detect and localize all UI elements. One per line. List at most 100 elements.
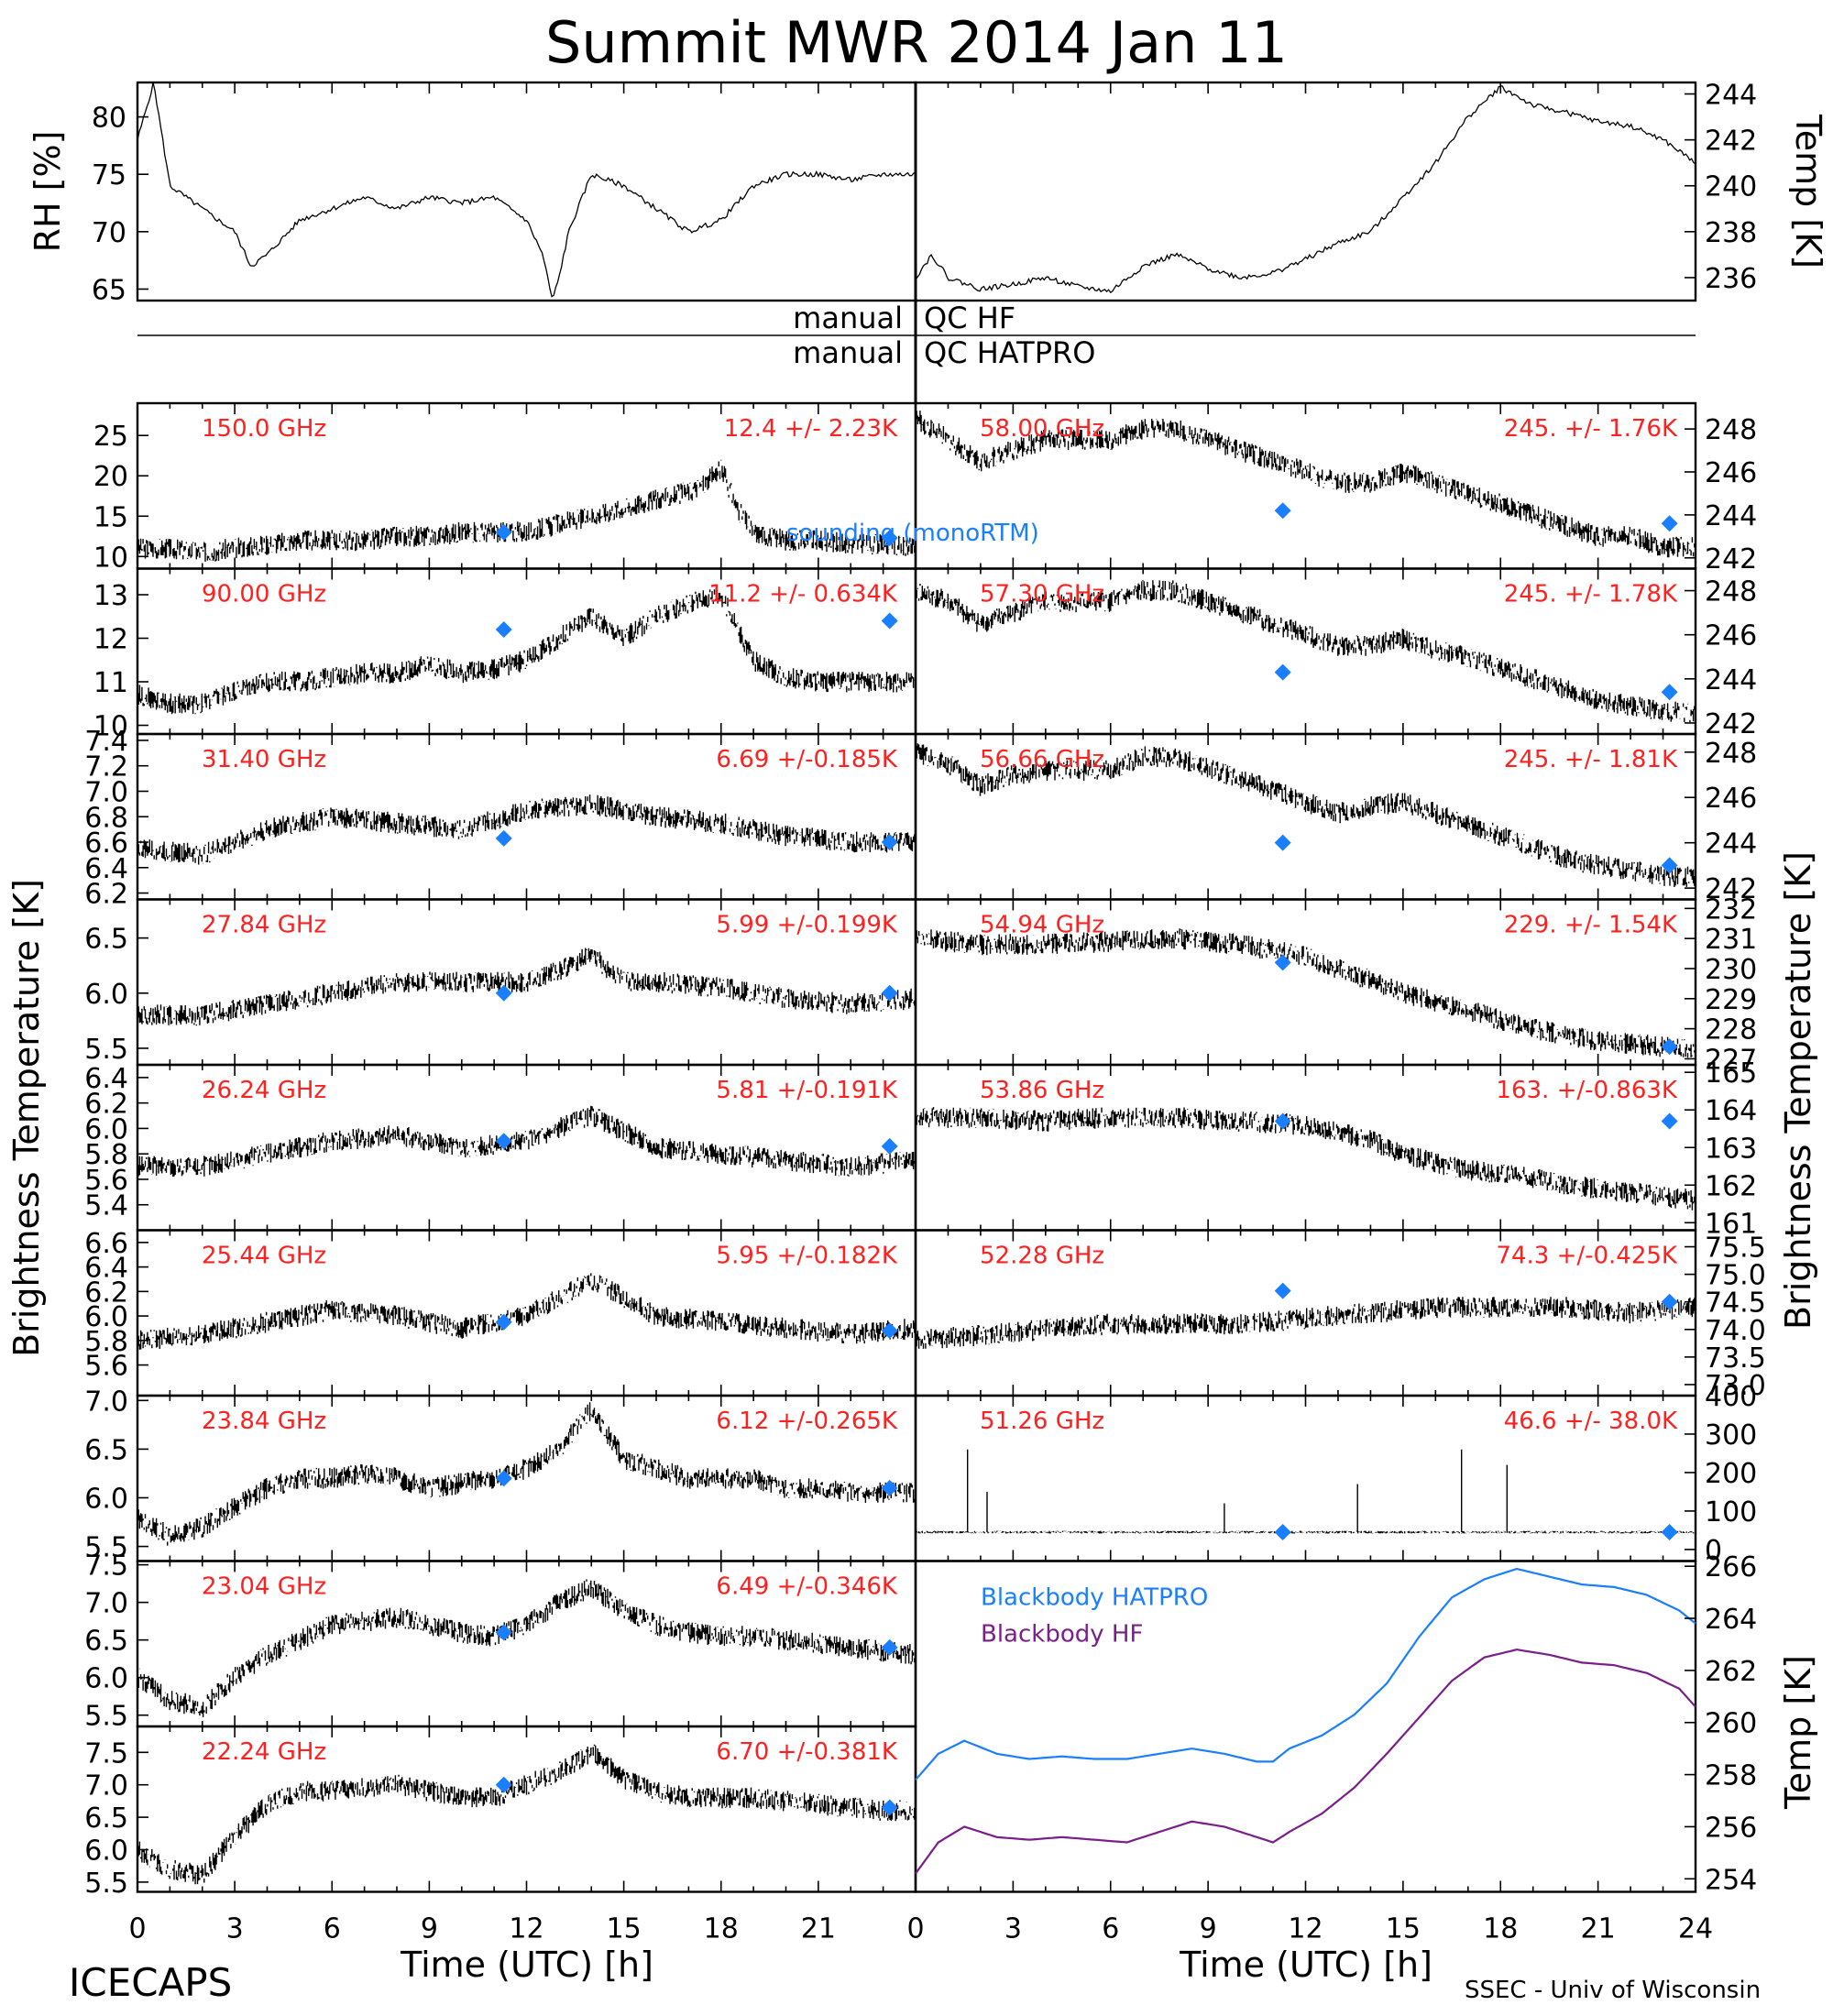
channel-stat-label: 6.70 +/-0.381K [716,1738,898,1766]
y-tick-label: 260 [1705,1708,1757,1740]
y-tick-label: 230 [1705,954,1757,986]
rh-series-line [137,82,916,298]
sounding-marker [1661,1293,1678,1310]
y-tick-label: 200 [1705,1458,1757,1490]
sounding-marker [1661,684,1678,701]
y-tick-label: 242 [1705,708,1757,740]
y-tick-label: 12 [93,624,128,656]
right-panel-56.66: 56.66 GHz 245. +/- 1.81K 242 244 246 248 [914,732,1757,905]
sounding-marker [495,829,512,847]
y-tick-label: 10 [93,711,128,743]
y-tick-label: 75.5 [1705,1233,1766,1265]
channel-frequency-label: 23.84 GHz [202,1408,326,1435]
channel-frequency-label: 90.00 GHz [202,581,326,608]
y-tick-label: 6.2 [84,1089,128,1121]
y-tick-label: 5.5 [84,1034,128,1066]
sounding-marker [881,1479,898,1496]
channel-stat-label: 6.12 +/-0.265K [716,1408,898,1435]
y-tick-label: 229 [1705,984,1757,1016]
y-tick-label: 5.8 [84,1326,128,1358]
sounding-marker [881,834,898,851]
data-series [915,1297,1696,1349]
channel-stat-label: 6.49 +/-0.346K [716,1573,898,1601]
x-tick-label: 6 [324,1913,341,1945]
x-tick-label: 0 [128,1913,146,1945]
channel-stat-label: 229. +/- 1.54K [1504,912,1678,939]
blackbody-panel: Blackbody HATPRO Blackbody HF 254 256 258 260… [914,1551,1757,1896]
y-tick-label: 6.5 [84,1802,128,1835]
y-tick-label: 165 [1705,1057,1757,1090]
y-tick-label: 5.4 [84,1190,128,1222]
y-tick-label: 238 [1705,217,1757,249]
sounding-marker [495,1776,512,1793]
x-tick-label: 21 [1581,1913,1616,1945]
data-series [137,589,916,715]
channel-frequency-label: 25.44 GHz [202,1243,326,1270]
y-tick-label: 6.4 [84,853,128,885]
y-tick-label: 7.0 [84,1770,128,1802]
y-tick-label: 242 [1705,543,1757,575]
channel-frequency-label: 51.26 GHz [980,1408,1104,1435]
sounding-marker [881,612,898,630]
x-tick-label: 3 [1004,1913,1022,1945]
data-series [137,948,916,1026]
y-tick-label: 6.0 [84,1483,128,1515]
right-panel-58.00: 58.00 GHz 245. +/- 1.76K 242 244 246 248 [914,401,1757,575]
legend-blackbody-hatpro: Blackbody HATPRO [981,1584,1208,1612]
y-tick-label: 5.8 [84,1139,128,1171]
data-series [137,1273,916,1350]
y-tick-label: 242 [1705,873,1757,905]
data-series [137,1579,916,1717]
rh-panel: 65 70 75 80 RH [%] [27,81,917,306]
qc-hatpro-right: QC HATPRO [924,335,1095,370]
data-series [137,1402,916,1546]
channel-frequency-label: 150.0 GHz [202,415,326,443]
y-tick-label: 6.0 [84,1113,128,1145]
rh-axis-label: RH [%] [27,131,68,253]
channel-frequency-label: 56.66 GHz [980,746,1104,773]
y-tick-label: 5.5 [84,1701,128,1733]
y-tick-label: 75 [92,159,126,192]
y-tick-label: 20 [93,461,128,493]
y-tick-label: 13 [93,580,128,612]
channel-stat-label: 46.6 +/- 38.0K [1504,1408,1678,1435]
left-panel-31.40: 31.40 GHz 6.69 +/-0.185K6.26.46.66.87.07.… [84,726,917,911]
channel-frequency-label: 26.24 GHz [202,1077,326,1104]
sounding-marker [1274,1524,1291,1541]
right-panel-51.26: 51.26 GHz 46.6 +/- 38.0K 0 100 200 300 400 [914,1381,1757,1567]
y-tick-label: 25 [93,421,128,453]
y-tick-label: 258 [1705,1760,1757,1792]
y-tick-label: 5.6 [84,1165,128,1197]
legend-blackbody-hf: Blackbody HF [981,1621,1143,1649]
sounding-marker [495,523,512,541]
chart-title: Summit MWR 2014 Jan 11 [545,9,1288,76]
right-panel-52.28: 52.28 GHz 74.3 +/-0.425K73.073.574.074.57… [914,1229,1766,1402]
y-tick-label: 5.5 [84,1868,128,1900]
met-temp-series-line [915,85,1696,294]
y-tick-label: 6.2 [84,879,128,911]
data-series [915,1449,1696,1534]
left-panel-90.00: 90.00 GHz 11.2 +/- 0.634K 10 11 12 13 [93,567,917,743]
y-tick-label: 244 [1705,500,1757,532]
x-tick-label: 9 [1200,1913,1217,1945]
right-panel-53.86: 53.86 GHz 163. +/-0.863K 161 162 163 164 165 [914,1057,1757,1240]
sounding-marker [495,984,512,1002]
channel-frequency-label: 22.24 GHz [202,1738,326,1766]
sounding-marker [1661,1524,1678,1541]
sounding-marker [1661,515,1678,532]
right-panel-57.30: 57.30 GHz 245. +/- 1.78K 242 244 246 248 [914,567,1757,740]
channel-stat-label: 5.99 +/-0.199K [716,912,898,939]
y-tick-label: 232 [1705,893,1757,926]
y-tick-label: 7.0 [84,1386,128,1418]
sounding-marker [1274,954,1291,971]
y-tick-label: 6.0 [84,1835,128,1867]
x-tick-label: 21 [801,1913,836,1945]
y-tick-label: 11 [93,667,128,699]
y-tick-label: 300 [1705,1419,1757,1452]
y-tick-label: 244 [1705,80,1757,112]
y-tick-label: 7.4 [84,726,128,758]
y-tick-label: 6.0 [84,979,128,1011]
channel-frequency-label: 58.00 GHz [980,415,1104,443]
y-tick-label: 7.2 [84,751,128,783]
